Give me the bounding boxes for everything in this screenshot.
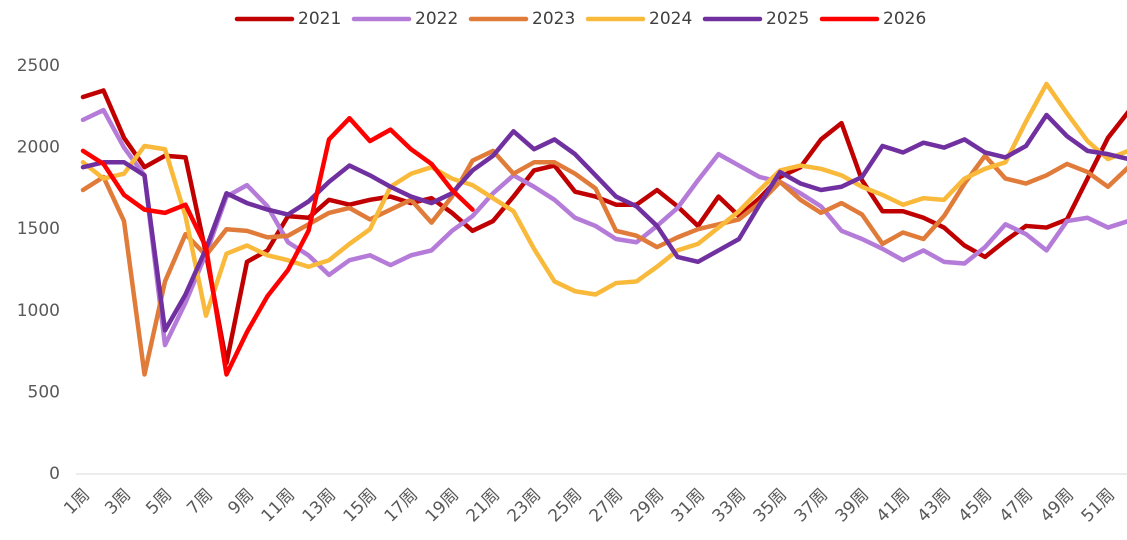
x-tick-label: 15周 — [340, 485, 381, 526]
series-line — [80, 107, 1127, 348]
x-tick-label: 1周 — [60, 485, 94, 519]
y-tick-label: 2500 — [17, 56, 60, 76]
y-tick-label: 500 — [28, 382, 60, 402]
series-line — [80, 88, 1127, 366]
x-tick-label: 27周 — [586, 485, 627, 526]
legend-label: 2022 — [415, 9, 458, 29]
x-tick-label: 21周 — [463, 485, 504, 526]
series-line — [80, 81, 1127, 318]
series-line — [80, 148, 1127, 377]
x-tick-label: 39周 — [832, 485, 873, 526]
x-tick-label: 13周 — [299, 485, 340, 526]
x-tick-label: 41周 — [873, 485, 914, 526]
x-tick-label: 29周 — [627, 485, 668, 526]
x-tick-label: 47周 — [996, 485, 1037, 526]
x-tick-label: 23周 — [504, 485, 545, 526]
x-tick-label: 11周 — [258, 485, 299, 526]
x-tick-label: 25周 — [545, 485, 586, 526]
series-line — [80, 115, 475, 377]
y-tick-label: 2000 — [17, 138, 60, 158]
x-tick-label: 35周 — [750, 485, 791, 526]
x-tick-label: 45周 — [955, 485, 996, 526]
x-tick-label: 43周 — [914, 485, 955, 526]
x-tick-label: 3周 — [101, 485, 135, 519]
legend-label: 2023 — [532, 9, 575, 29]
legend-label: 2025 — [766, 9, 809, 29]
series-line — [80, 112, 1127, 333]
x-tick-label: 31周 — [668, 485, 709, 526]
x-tick-label: 7周 — [183, 485, 217, 519]
x-tick-label: 19周 — [422, 485, 463, 526]
y-tick-label: 1500 — [17, 219, 60, 239]
x-tick-label: 9周 — [224, 485, 258, 519]
x-tick-label: 33周 — [709, 485, 750, 526]
x-tick-label: 49周 — [1037, 485, 1078, 526]
y-tick-label: 0 — [49, 464, 60, 484]
x-tick-label: 5周 — [142, 485, 176, 519]
y-tick-label: 1000 — [17, 301, 60, 321]
x-tick-label: 37周 — [791, 485, 832, 526]
legend-label: 2024 — [649, 9, 692, 29]
x-tick-label: 51周 — [1078, 485, 1119, 526]
x-tick-label: 17周 — [381, 485, 422, 526]
legend-label: 2021 — [298, 9, 341, 29]
legend-label: 2026 — [883, 9, 926, 29]
